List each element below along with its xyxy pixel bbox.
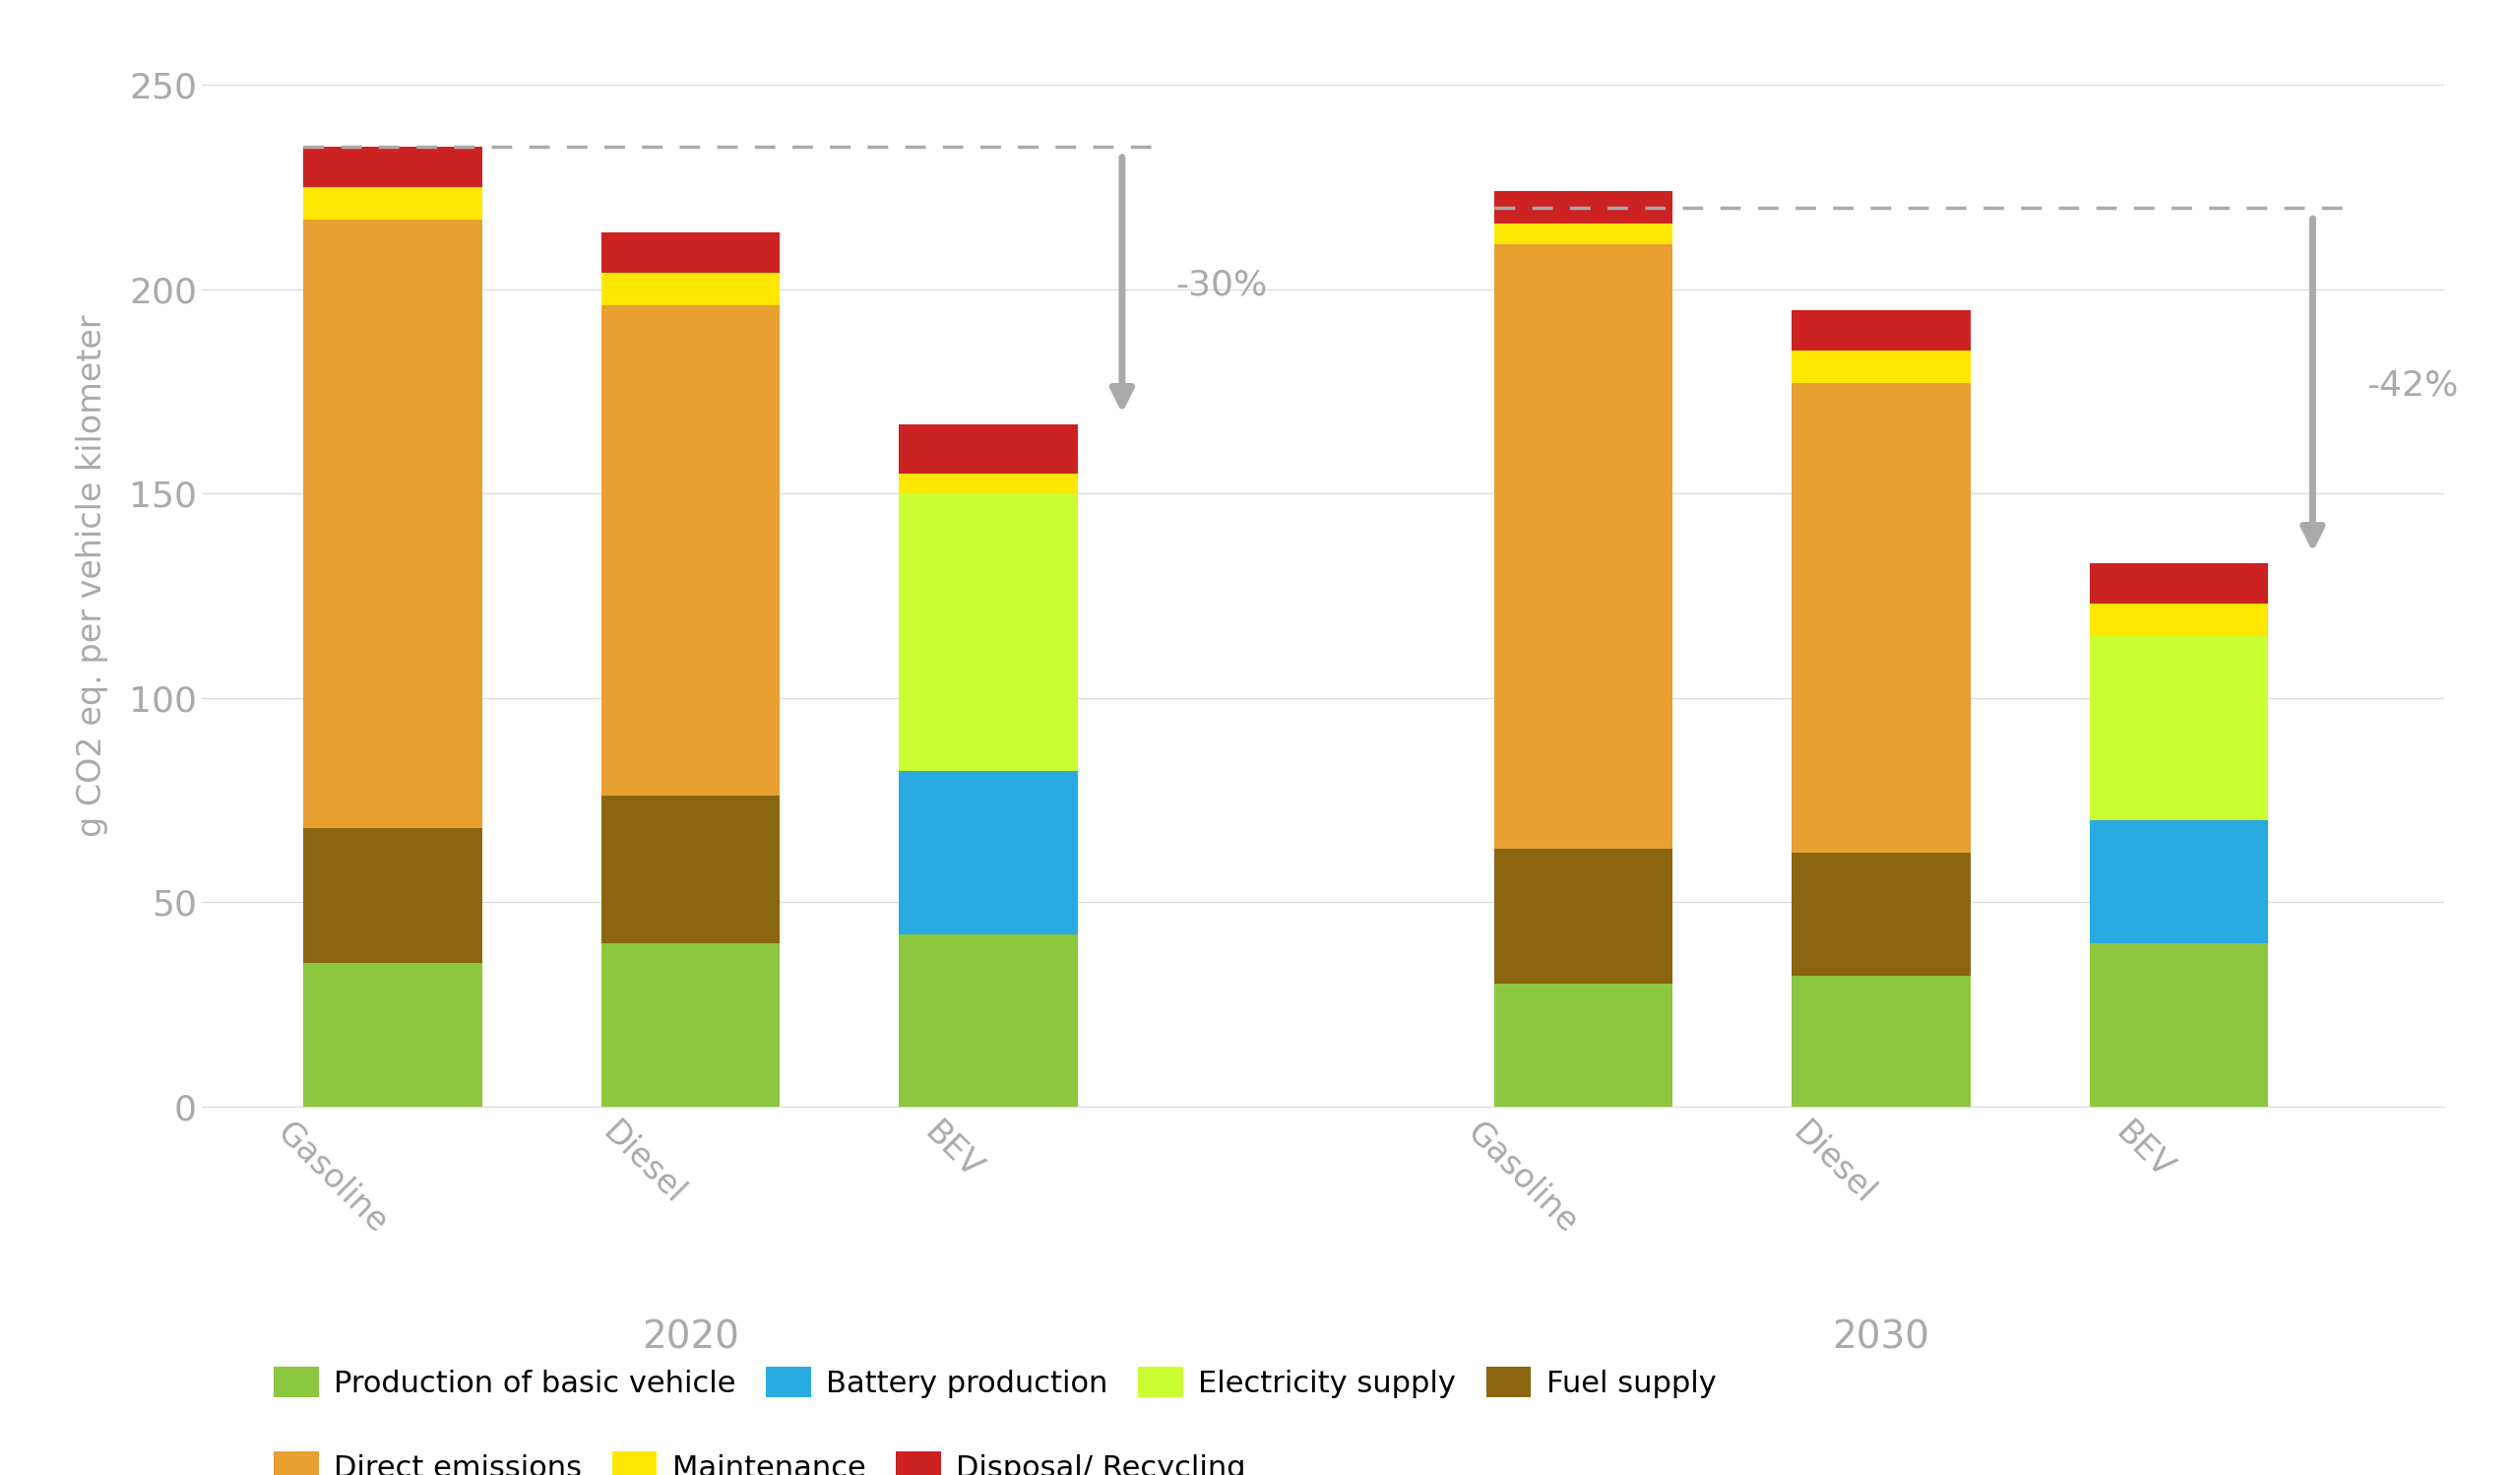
Bar <box>1792 351 1971 384</box>
Bar <box>1792 310 1971 351</box>
Bar <box>602 232 779 273</box>
Text: -30%: -30% <box>1177 268 1268 302</box>
Bar <box>302 963 481 1106</box>
Bar <box>900 771 1079 935</box>
Bar <box>2089 943 2268 1106</box>
Bar <box>2089 820 2268 943</box>
Bar <box>1494 224 1673 245</box>
Bar <box>1792 975 1971 1106</box>
Bar <box>1494 192 1673 224</box>
Bar <box>302 187 481 220</box>
Bar <box>602 943 779 1106</box>
Bar <box>1494 850 1673 984</box>
Bar <box>900 935 1079 1106</box>
Y-axis label: g CO2 eq. per vehicle kilometer: g CO2 eq. per vehicle kilometer <box>76 314 108 836</box>
Bar <box>602 797 779 943</box>
Bar <box>2089 603 2268 637</box>
Text: -42%: -42% <box>2366 369 2457 403</box>
Bar <box>1792 384 1971 853</box>
Legend: Direct emissions, Maintenance, Disposal/ Recycling: Direct emissions, Maintenance, Disposal/… <box>262 1440 1257 1475</box>
Bar <box>302 220 481 829</box>
Bar <box>602 273 779 305</box>
Bar <box>602 305 779 797</box>
Bar <box>900 473 1079 494</box>
Bar <box>1494 984 1673 1106</box>
Bar <box>2089 563 2268 603</box>
Bar <box>900 425 1079 473</box>
Text: 2030: 2030 <box>1832 1319 1930 1356</box>
Bar <box>900 494 1079 771</box>
Text: 2020: 2020 <box>643 1319 738 1356</box>
Bar <box>302 146 481 187</box>
Bar <box>1494 245 1673 850</box>
Bar <box>1792 853 1971 975</box>
Bar <box>2089 637 2268 820</box>
Bar <box>302 829 481 963</box>
